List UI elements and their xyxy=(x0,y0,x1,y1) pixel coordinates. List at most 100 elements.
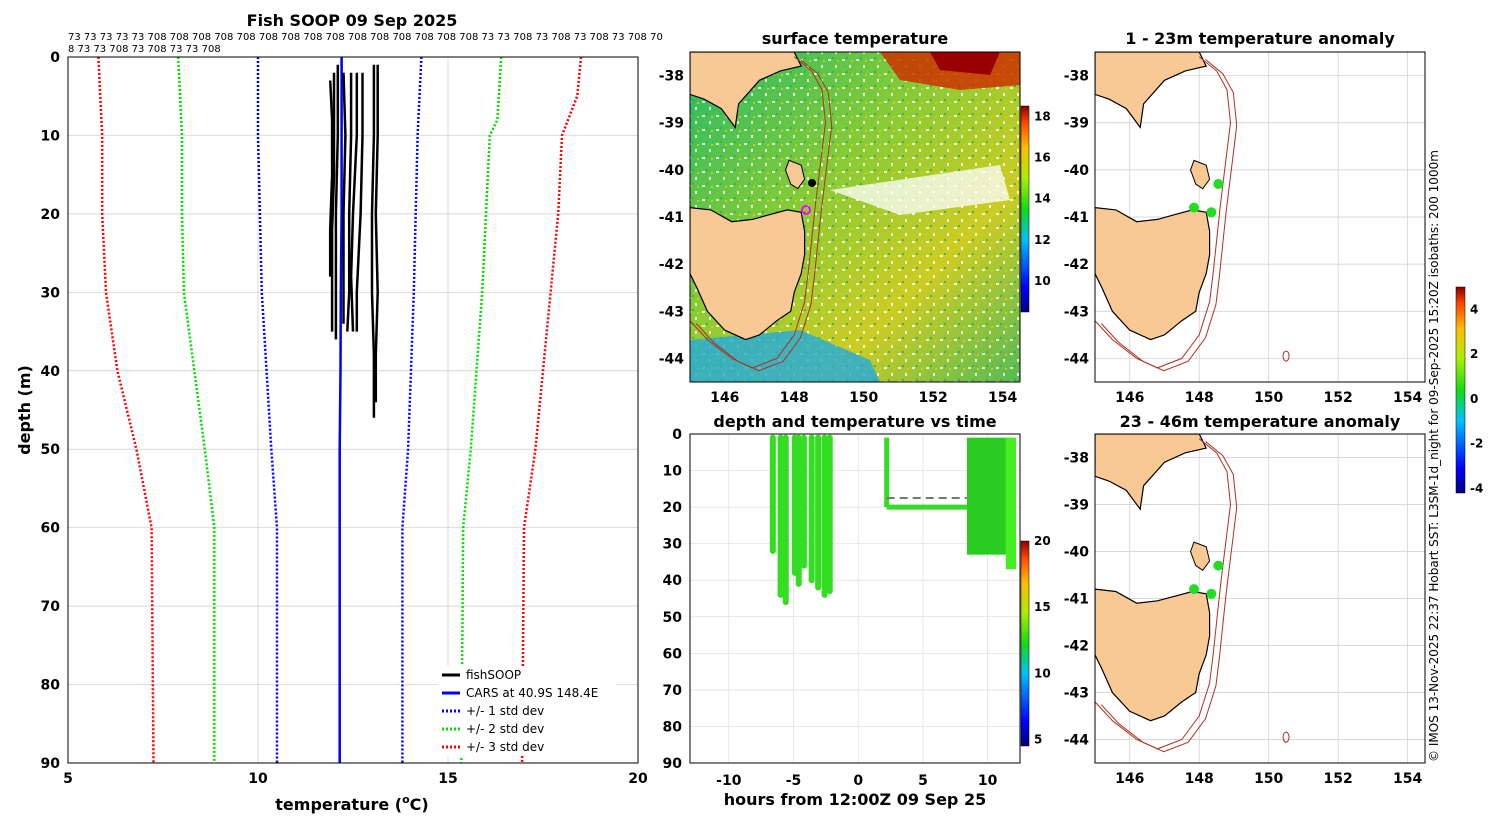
land-tasmania xyxy=(1095,206,1211,341)
map-ytick: -42 xyxy=(1064,257,1089,273)
sst-map xyxy=(690,52,1020,382)
sst-colorbar-tick: 10 xyxy=(1034,274,1051,288)
map-xtick: 146 xyxy=(1115,771,1144,787)
fishsoop-profile-1 xyxy=(330,72,336,332)
land-flinders-island xyxy=(784,159,806,190)
time-colorbar xyxy=(1020,540,1030,747)
profile-ytick: 50 xyxy=(41,442,61,458)
map-ytick: -39 xyxy=(659,116,684,132)
anomaly-top-title: 1 - 23m temperature anomaly xyxy=(1125,29,1395,48)
profile-xtick: 10 xyxy=(248,771,268,787)
profile-ytick: 70 xyxy=(41,599,61,615)
map-ytick: -39 xyxy=(1064,498,1089,514)
time-ytick: 10 xyxy=(663,464,683,480)
time-ytick: 60 xyxy=(663,646,683,662)
map-xtick: 152 xyxy=(919,390,948,406)
time-ytick: 30 xyxy=(663,537,683,553)
legend-std3: +/- 3 std dev xyxy=(466,740,544,754)
time-xtick: 5 xyxy=(918,773,928,789)
time-xtick: -10 xyxy=(716,773,742,789)
isobath-1000 xyxy=(695,59,833,372)
sst-cloud-patch xyxy=(830,165,1010,215)
map-xtick: 148 xyxy=(1185,390,1214,406)
anomaly-top-axes-box xyxy=(1094,51,1426,383)
cars-location-marker xyxy=(801,205,811,215)
std-line-minus2 xyxy=(176,56,216,763)
sst-hot-patch xyxy=(930,52,1000,75)
profile-lines xyxy=(97,56,583,764)
sst-axes-box xyxy=(689,51,1021,383)
map-ytick: -43 xyxy=(1064,686,1089,702)
anomaly-bottom-map xyxy=(1057,434,1290,753)
sst-colorbar-ticks: 18 16 14 12 10 xyxy=(1034,109,1051,288)
map-xtick: 154 xyxy=(1393,771,1422,787)
land-victoria xyxy=(690,52,803,129)
sst-colorbar xyxy=(1020,105,1030,313)
profile-ytick: 0 xyxy=(50,50,60,66)
anomaly-top-map xyxy=(1095,52,1290,372)
time-ytick: 20 xyxy=(663,500,683,516)
anomaly-point-1 xyxy=(1189,584,1199,595)
anomaly-top-ticks: 146 148 150 152 154 -38 -39 -40 -41 -42 -43 -44 xyxy=(1064,69,1423,406)
anomaly-bottom-ticks: 146 148 150 152 154 -38 -39 -40 -41 -42 -43 -44 xyxy=(1064,451,1423,788)
profile-ytick: 60 xyxy=(41,521,61,537)
map-xtick: 146 xyxy=(710,390,739,406)
legend-cars: CARS at 40.9S 148.4E xyxy=(466,686,598,700)
anomaly-colorbar-ticks: 4 2 0 -2 -4 xyxy=(1470,302,1483,495)
anomaly-colorbar-tick: -2 xyxy=(1470,437,1483,451)
fishsoop-profile-8 xyxy=(374,64,379,403)
map-ytick: -42 xyxy=(659,257,684,273)
map-ytick: -44 xyxy=(659,351,685,367)
profile-xtick: 20 xyxy=(628,771,648,787)
time-axes-box xyxy=(689,433,1021,764)
sst-colorbar-tick: 14 xyxy=(1034,192,1051,206)
map-xtick: 154 xyxy=(1393,390,1422,406)
time-ytick: 90 xyxy=(663,756,683,772)
map-ytick: -38 xyxy=(1064,69,1089,85)
fishsoop-profile-4 xyxy=(346,72,353,332)
anomaly-bottom-title: 23 - 46m temperature anomaly xyxy=(1120,412,1401,431)
std-line-minus3 xyxy=(97,56,155,764)
std-line-minus1 xyxy=(256,57,279,763)
map-ytick: -41 xyxy=(659,210,684,226)
map-xtick: 150 xyxy=(1254,771,1283,787)
map-ytick: -41 xyxy=(1064,592,1089,608)
profile-xtick: 5 xyxy=(63,771,73,787)
fishsoop-profile-2 xyxy=(334,64,340,340)
profile-xlabel: temperature (oC) xyxy=(275,793,428,814)
time-ytick: 0 xyxy=(672,427,682,443)
anomaly-bottom-axes-box xyxy=(1094,433,1426,764)
map-xtick: 148 xyxy=(780,390,809,406)
anomaly-point-2 xyxy=(1206,207,1217,218)
land-tasmania xyxy=(1095,588,1211,722)
time-xlabel: hours from 12:00Z 09 Sep 25 xyxy=(724,790,986,809)
dense-casts-block xyxy=(966,437,1011,555)
sst-colorbar-tick: 12 xyxy=(1034,233,1051,247)
map-ytick: -43 xyxy=(1064,304,1089,320)
time-colorbar-tick: 10 xyxy=(1034,666,1051,680)
time-colorbar-tick: 20 xyxy=(1034,534,1051,548)
land-victoria xyxy=(1095,52,1208,129)
map-xtick: 146 xyxy=(1115,390,1144,406)
sst-panel: surface temperature 146 148 150 152 154 -38 -3… xyxy=(659,29,1051,406)
anomaly-point-0 xyxy=(1213,560,1224,571)
fishsoop-profile-6 xyxy=(355,72,364,332)
map-ytick: -44 xyxy=(1064,733,1090,749)
map-ytick: -39 xyxy=(1064,116,1089,132)
anomaly-colorbar-tick: 4 xyxy=(1470,302,1478,316)
profile-ytick: 90 xyxy=(41,756,61,772)
time-ytick: 40 xyxy=(663,573,683,589)
side-caption: © IMOS 13-Nov-2025 22:37 Hobart SST: L3S… xyxy=(1427,150,1441,762)
map-xtick: 150 xyxy=(849,390,878,406)
profile-legend: fishSOOP CARS at 40.9S 148.4E +/- 1 std … xyxy=(438,666,616,756)
time-xtick: 10 xyxy=(978,773,998,789)
sst-land xyxy=(690,52,833,372)
time-title: depth and temperature vs time xyxy=(713,412,996,431)
time-xtick: -5 xyxy=(786,773,802,789)
map-ytick: -42 xyxy=(1064,639,1089,655)
land-king-island xyxy=(1057,533,1064,552)
map-ytick: -43 xyxy=(659,304,684,320)
time-colorbar-ticks: 20 15 10 5 xyxy=(1034,534,1051,746)
map-xtick: 150 xyxy=(1254,390,1283,406)
legend-std2: +/- 2 std dev xyxy=(466,722,544,736)
